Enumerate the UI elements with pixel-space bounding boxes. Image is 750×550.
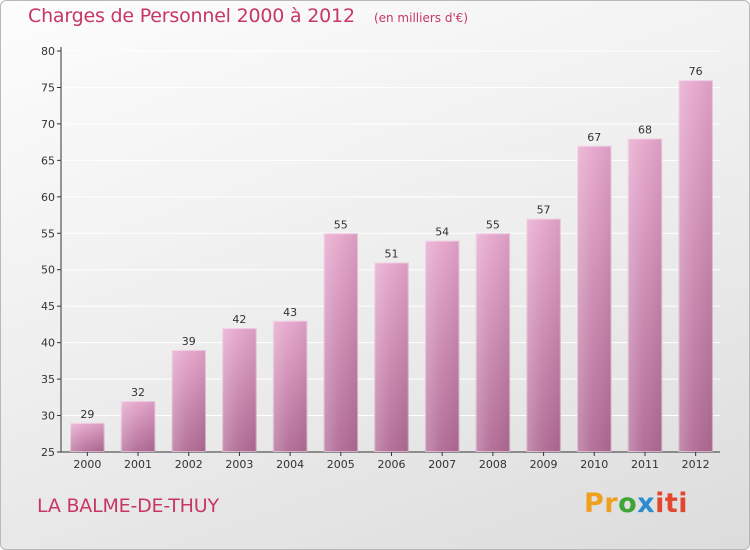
data-label: 32: [131, 386, 145, 399]
proxiti-logo: Proxiti: [584, 488, 688, 519]
x-tick-label: 2010: [580, 458, 608, 471]
data-label: 55: [334, 218, 348, 231]
logo-part: Pr: [584, 488, 619, 519]
bar-highlight: [577, 145, 612, 453]
bar-edge: [475, 233, 511, 452]
bar-edge: [120, 400, 156, 452]
bar-highlight: [678, 80, 713, 452]
bar-highlight: [272, 320, 308, 452]
y-tick-label: 25: [41, 446, 55, 459]
logo-part: x: [637, 488, 656, 519]
bars: [70, 80, 713, 453]
bar-highlight: [222, 328, 257, 452]
logo-part: o: [618, 488, 638, 519]
bar-highlight: [323, 233, 359, 452]
y-tick-label: 45: [41, 300, 55, 313]
y-tick-label: 80: [41, 45, 55, 58]
bar-highlight: [171, 349, 206, 452]
chart-unit: (en milliers d'€): [373, 11, 469, 25]
bar-highlight: [70, 422, 105, 452]
x-tick-label: 2000: [73, 458, 101, 471]
data-label: 67: [587, 131, 601, 144]
y-tick-label: 30: [41, 410, 55, 423]
data-label: 54: [435, 226, 449, 239]
y-tick-label: 35: [41, 373, 55, 386]
bar-highlight: [424, 240, 460, 452]
bar-highlight: [526, 218, 561, 452]
y-tick-label: 40: [41, 337, 55, 350]
commune-name: LA BALME-DE-THUY: [37, 495, 219, 517]
x-tick-label: 2005: [327, 458, 355, 471]
y-tick-label: 60: [41, 191, 55, 204]
bar-highlight: [374, 262, 409, 452]
bar-edge: [323, 233, 359, 452]
x-tick-label: 2001: [124, 458, 152, 471]
y-tick-label: 55: [41, 227, 55, 240]
data-label: 55: [486, 218, 500, 231]
bar-edge: [424, 240, 460, 452]
data-label: 39: [182, 335, 196, 348]
bar-highlight: [475, 233, 511, 452]
data-label: 51: [385, 247, 399, 260]
y-tick-label: 70: [41, 118, 55, 131]
labels: 25 30 35 40 45 50 55 60 65 70 75 80 29 2000 32 2001 39 20…: [41, 45, 710, 471]
data-label: 57: [537, 204, 551, 217]
x-tick-label: 2002: [175, 458, 203, 471]
x-tick-label: 2004: [276, 458, 304, 471]
data-label: 29: [80, 408, 94, 421]
y-tick-label: 50: [41, 264, 55, 277]
bar-edge: [374, 262, 409, 452]
bar-edge: [678, 80, 713, 452]
data-label: 68: [638, 123, 652, 136]
x-tick-label: 2009: [530, 458, 558, 471]
x-tick-label: 2007: [428, 458, 456, 471]
bar-edge: [627, 138, 663, 452]
x-tick-label: 2003: [225, 458, 253, 471]
y-tick-label: 75: [41, 81, 55, 94]
bar-edge: [526, 218, 561, 452]
x-tick-label: 2006: [378, 458, 406, 471]
bar-highlight: [627, 138, 663, 452]
data-label: 43: [283, 306, 297, 319]
x-tick-label: 2008: [479, 458, 507, 471]
bar-edge: [70, 422, 105, 453]
bar-edge: [272, 320, 308, 452]
x-tick-label: 2012: [682, 458, 710, 471]
data-label: 42: [232, 313, 246, 326]
bar-edge: [577, 145, 612, 452]
logo-part: iti: [655, 488, 689, 519]
chart-title-block: Charges de Personnel 2000 à 2012 (en mil…: [28, 5, 468, 27]
chart-title: Charges de Personnel 2000 à 2012: [28, 5, 355, 27]
bar-highlight: [120, 400, 156, 452]
bar-edge: [171, 349, 206, 452]
bar-edge: [222, 328, 257, 452]
y-tick-label: 65: [41, 154, 55, 167]
x-tick-label: 2011: [631, 458, 659, 471]
data-label: 76: [689, 65, 703, 78]
